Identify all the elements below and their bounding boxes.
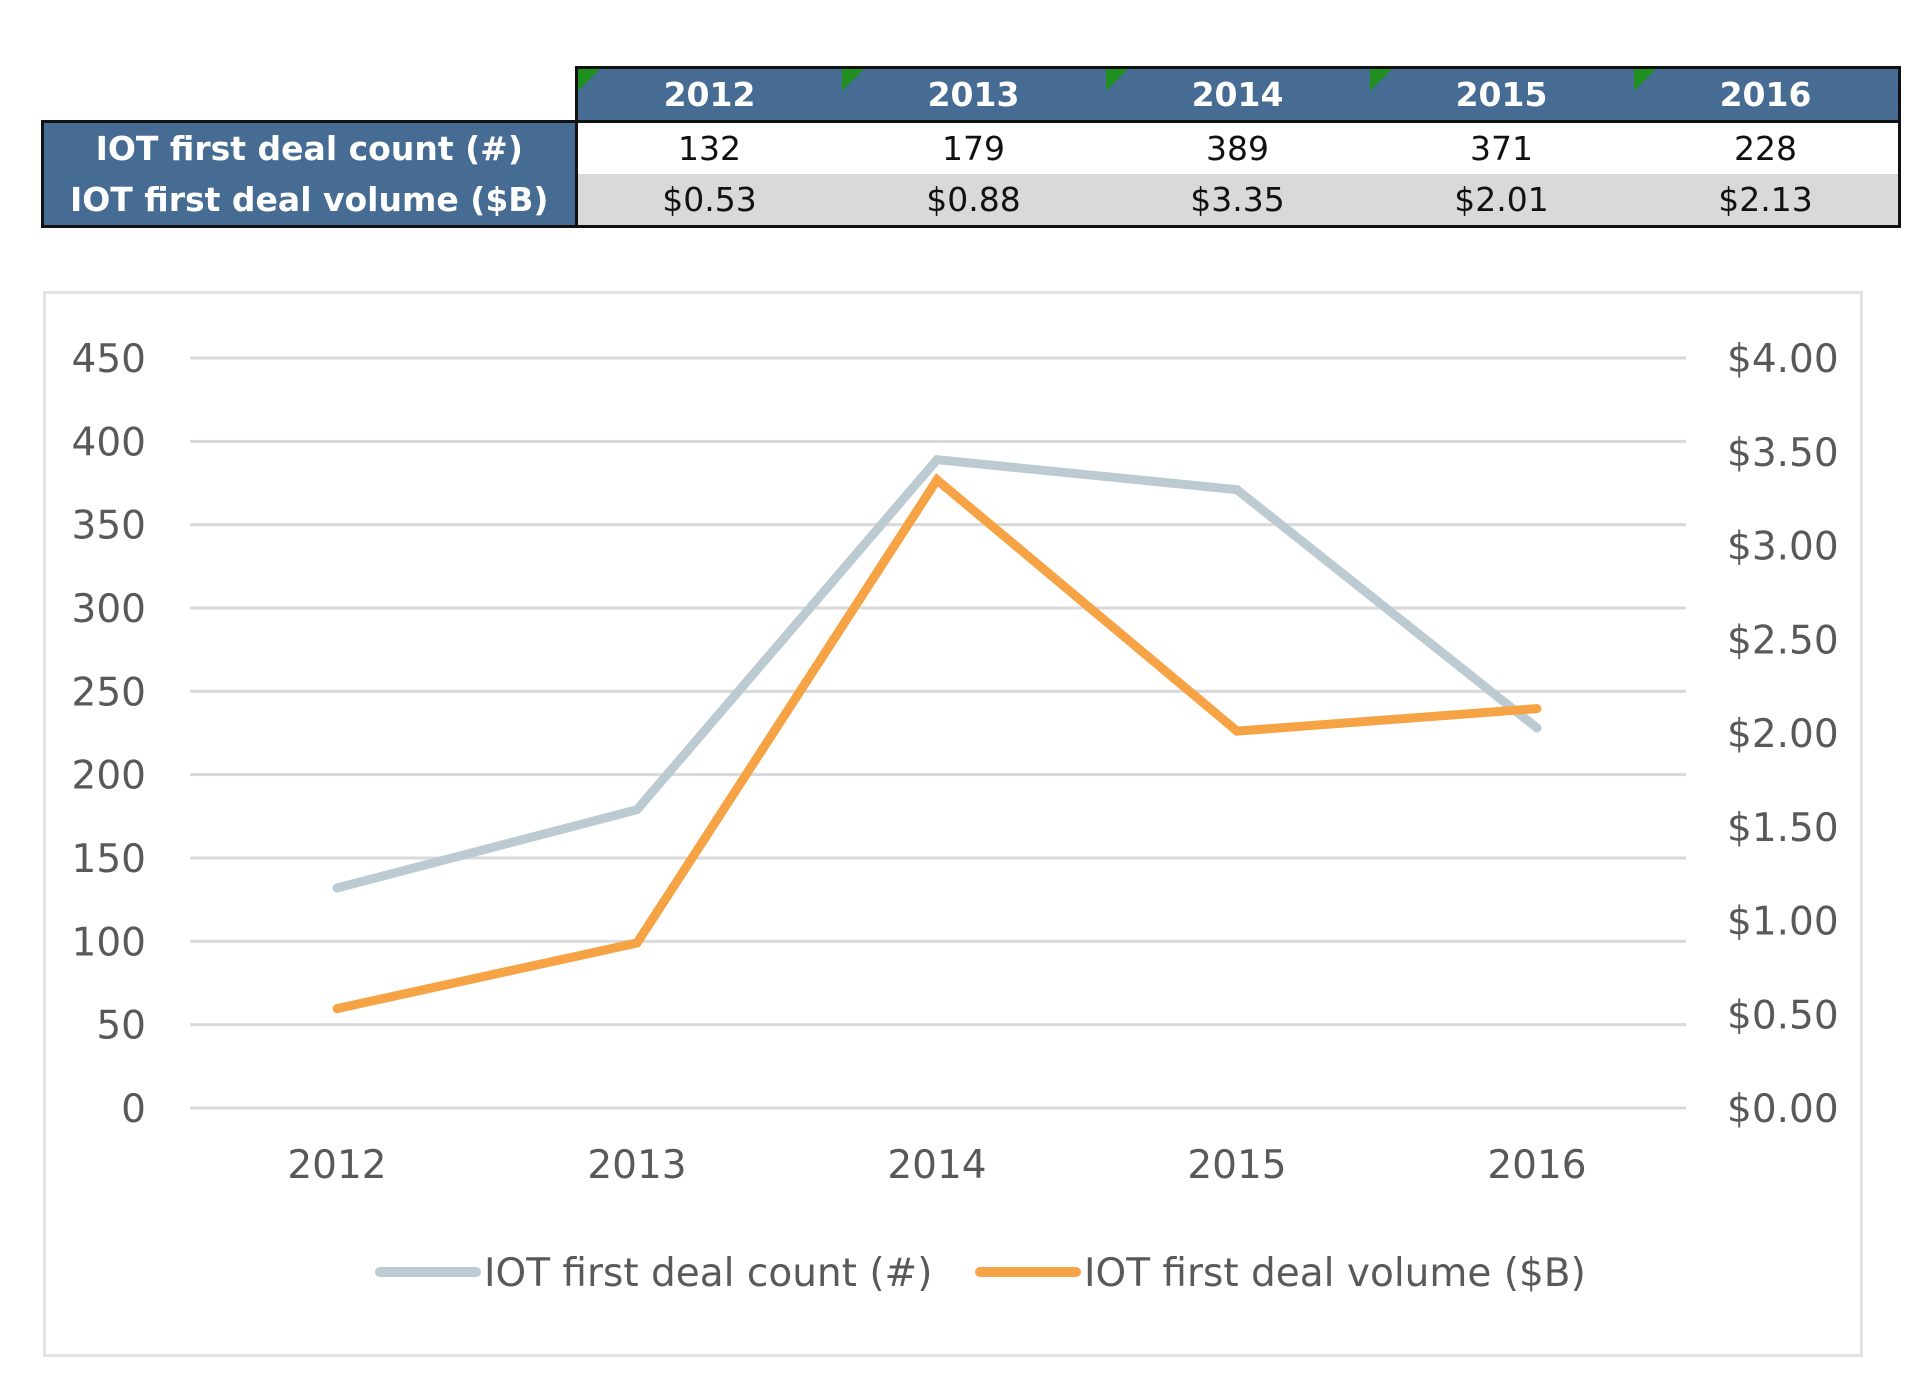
x-tick-label: 2014 [887, 1143, 986, 1188]
y-tick-label-right: $1.00 [1727, 900, 1839, 945]
y-tick-label-left: 200 [72, 754, 146, 799]
row-header: IOT first deal count (#) [41, 120, 578, 174]
y-tick-label-left: 0 [121, 1087, 146, 1132]
table-cell: $3.35 [1105, 174, 1370, 228]
y-tick-label-left: 400 [72, 420, 146, 465]
table-cell: $0.53 [576, 174, 842, 228]
y-tick-label-right: $3.00 [1727, 525, 1839, 570]
x-tick-label: 2015 [1187, 1143, 1286, 1188]
year-header: 2016 [1633, 66, 1901, 123]
y-tick-label-right: $4.00 [1727, 337, 1839, 382]
year-header-label: 2014 [1191, 75, 1284, 114]
y-tick-label-left: 450 [72, 337, 146, 382]
comment-flag-icon [841, 69, 864, 91]
comment-flag-icon [1369, 69, 1392, 91]
y-tick-label-right: $1.50 [1727, 806, 1839, 851]
legend-label: IOT first deal count (#) [484, 1251, 932, 1296]
year-header: 2015 [1369, 66, 1634, 123]
table-cell: 389 [1105, 121, 1370, 174]
year-header: 2012 [574, 66, 842, 123]
y-tick-label-right: $2.00 [1727, 712, 1839, 757]
comment-flag-icon [1633, 69, 1656, 91]
table-cell: 179 [841, 121, 1106, 174]
table-cell: 132 [576, 121, 842, 174]
table-cell: $0.88 [841, 174, 1106, 228]
table-cell: $2.13 [1633, 174, 1901, 228]
year-header: 2013 [841, 66, 1106, 123]
summary-table: 2012 2013 2014 2015 2016 IOT first deal … [41, 66, 1901, 228]
year-header-label: 2013 [927, 75, 1020, 114]
table-row-deal-volume: IOT first deal volume ($B) $0.53 $0.88 $… [41, 174, 1901, 228]
table-cell: 228 [1633, 121, 1901, 174]
year-header-label: 2012 [663, 75, 756, 114]
y-tick-label-left: 150 [72, 837, 146, 882]
table-row-deal-count: IOT first deal count (#) 132 179 389 371… [41, 120, 1901, 174]
y-tick-label-right: $2.50 [1727, 618, 1839, 663]
x-tick-label: 2013 [587, 1143, 686, 1188]
series-line [332, 473, 1542, 1014]
comment-flag-icon [577, 69, 600, 91]
y-tick-label-right: $3.50 [1727, 431, 1839, 476]
y-tick-label-left: 100 [72, 920, 146, 965]
year-header: 2014 [1105, 66, 1370, 123]
y-tick-label-left: 250 [72, 670, 146, 715]
y-tick-label-left: 50 [96, 1004, 146, 1049]
x-tick-label: 2012 [287, 1143, 386, 1188]
chart-area [43, 291, 1863, 1357]
comment-flag-icon [1105, 69, 1128, 91]
y-tick-label-left: 350 [72, 504, 146, 549]
table-cell: $2.01 [1369, 174, 1634, 228]
year-header-label: 2015 [1455, 75, 1548, 114]
y-tick-label-left: 300 [72, 587, 146, 632]
year-header-row: 2012 2013 2014 2015 2016 [43, 66, 1901, 123]
table-cell: 371 [1369, 121, 1634, 174]
x-tick-label: 2016 [1487, 1143, 1586, 1188]
row-header: IOT first deal volume ($B) [41, 174, 578, 228]
y-tick-label-right: $0.00 [1727, 1087, 1839, 1132]
y-tick-label-right: $0.50 [1727, 993, 1839, 1038]
series-line [332, 454, 1542, 893]
year-header-label: 2016 [1719, 75, 1812, 114]
legend-label: IOT first deal volume ($B) [1084, 1251, 1586, 1296]
